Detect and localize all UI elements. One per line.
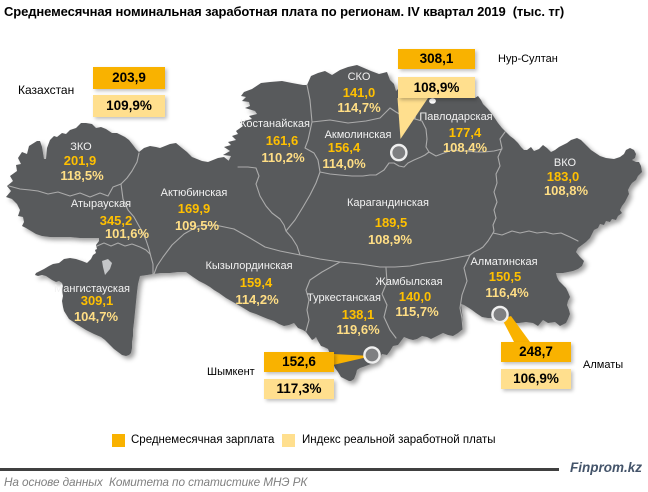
svg-text:Жамбылская: Жамбылская: [375, 276, 442, 288]
svg-text:ЗКО: ЗКО: [70, 141, 92, 153]
svg-text:177,4: 177,4: [449, 125, 482, 140]
svg-text:115,7%: 115,7%: [395, 304, 439, 319]
svg-text:109,5%: 109,5%: [175, 218, 220, 233]
svg-text:156,4: 156,4: [328, 140, 361, 155]
svg-text:150,5: 150,5: [489, 269, 522, 284]
svg-text:183,0: 183,0: [547, 169, 580, 184]
svg-text:108,8%: 108,8%: [544, 183, 589, 198]
svg-text:141,0: 141,0: [343, 85, 376, 100]
svg-text:345,2: 345,2: [100, 213, 133, 228]
svg-text:Мангистауская: Мангистауская: [54, 283, 130, 295]
svg-text:201,9: 201,9: [64, 153, 97, 168]
svg-text:Карагандинская: Карагандинская: [347, 197, 429, 209]
svg-text:Алматинская: Алматинская: [470, 256, 537, 268]
svg-text:161,6: 161,6: [266, 133, 299, 148]
svg-text:140,0: 140,0: [399, 289, 432, 304]
svg-text:189,5: 189,5: [375, 215, 408, 230]
svg-text:114,0%: 114,0%: [322, 156, 366, 171]
svg-text:110,2%: 110,2%: [261, 150, 305, 165]
svg-text:116,4%: 116,4%: [485, 285, 529, 300]
svg-text:169,9: 169,9: [178, 201, 211, 216]
svg-text:138,1: 138,1: [342, 307, 375, 322]
svg-text:Павлодарская: Павлодарская: [419, 111, 492, 123]
svg-text:114,7%: 114,7%: [337, 100, 381, 115]
svg-text:309,1: 309,1: [81, 293, 114, 308]
svg-text:Акмолинская: Акмолинская: [325, 129, 392, 141]
svg-text:114,2%: 114,2%: [235, 292, 279, 307]
svg-text:119,6%: 119,6%: [336, 322, 380, 337]
svg-text:108,9%: 108,9%: [368, 232, 413, 247]
svg-text:Кызылординская: Кызылординская: [205, 260, 292, 272]
svg-text:118,5%: 118,5%: [60, 168, 104, 183]
svg-text:Актюбинская: Актюбинская: [161, 187, 228, 199]
svg-text:104,7%: 104,7%: [74, 309, 119, 324]
svg-text:ВКО: ВКО: [554, 157, 577, 169]
svg-text:Костанайская: Костанайская: [240, 118, 310, 130]
svg-text:159,4: 159,4: [240, 275, 273, 290]
svg-text:Атырауская: Атырауская: [71, 198, 131, 210]
svg-text:СКО: СКО: [348, 71, 371, 83]
svg-text:101,6%: 101,6%: [105, 226, 150, 241]
svg-text:Туркестанская: Туркестанская: [307, 292, 381, 304]
svg-text:108,4%: 108,4%: [443, 140, 488, 155]
